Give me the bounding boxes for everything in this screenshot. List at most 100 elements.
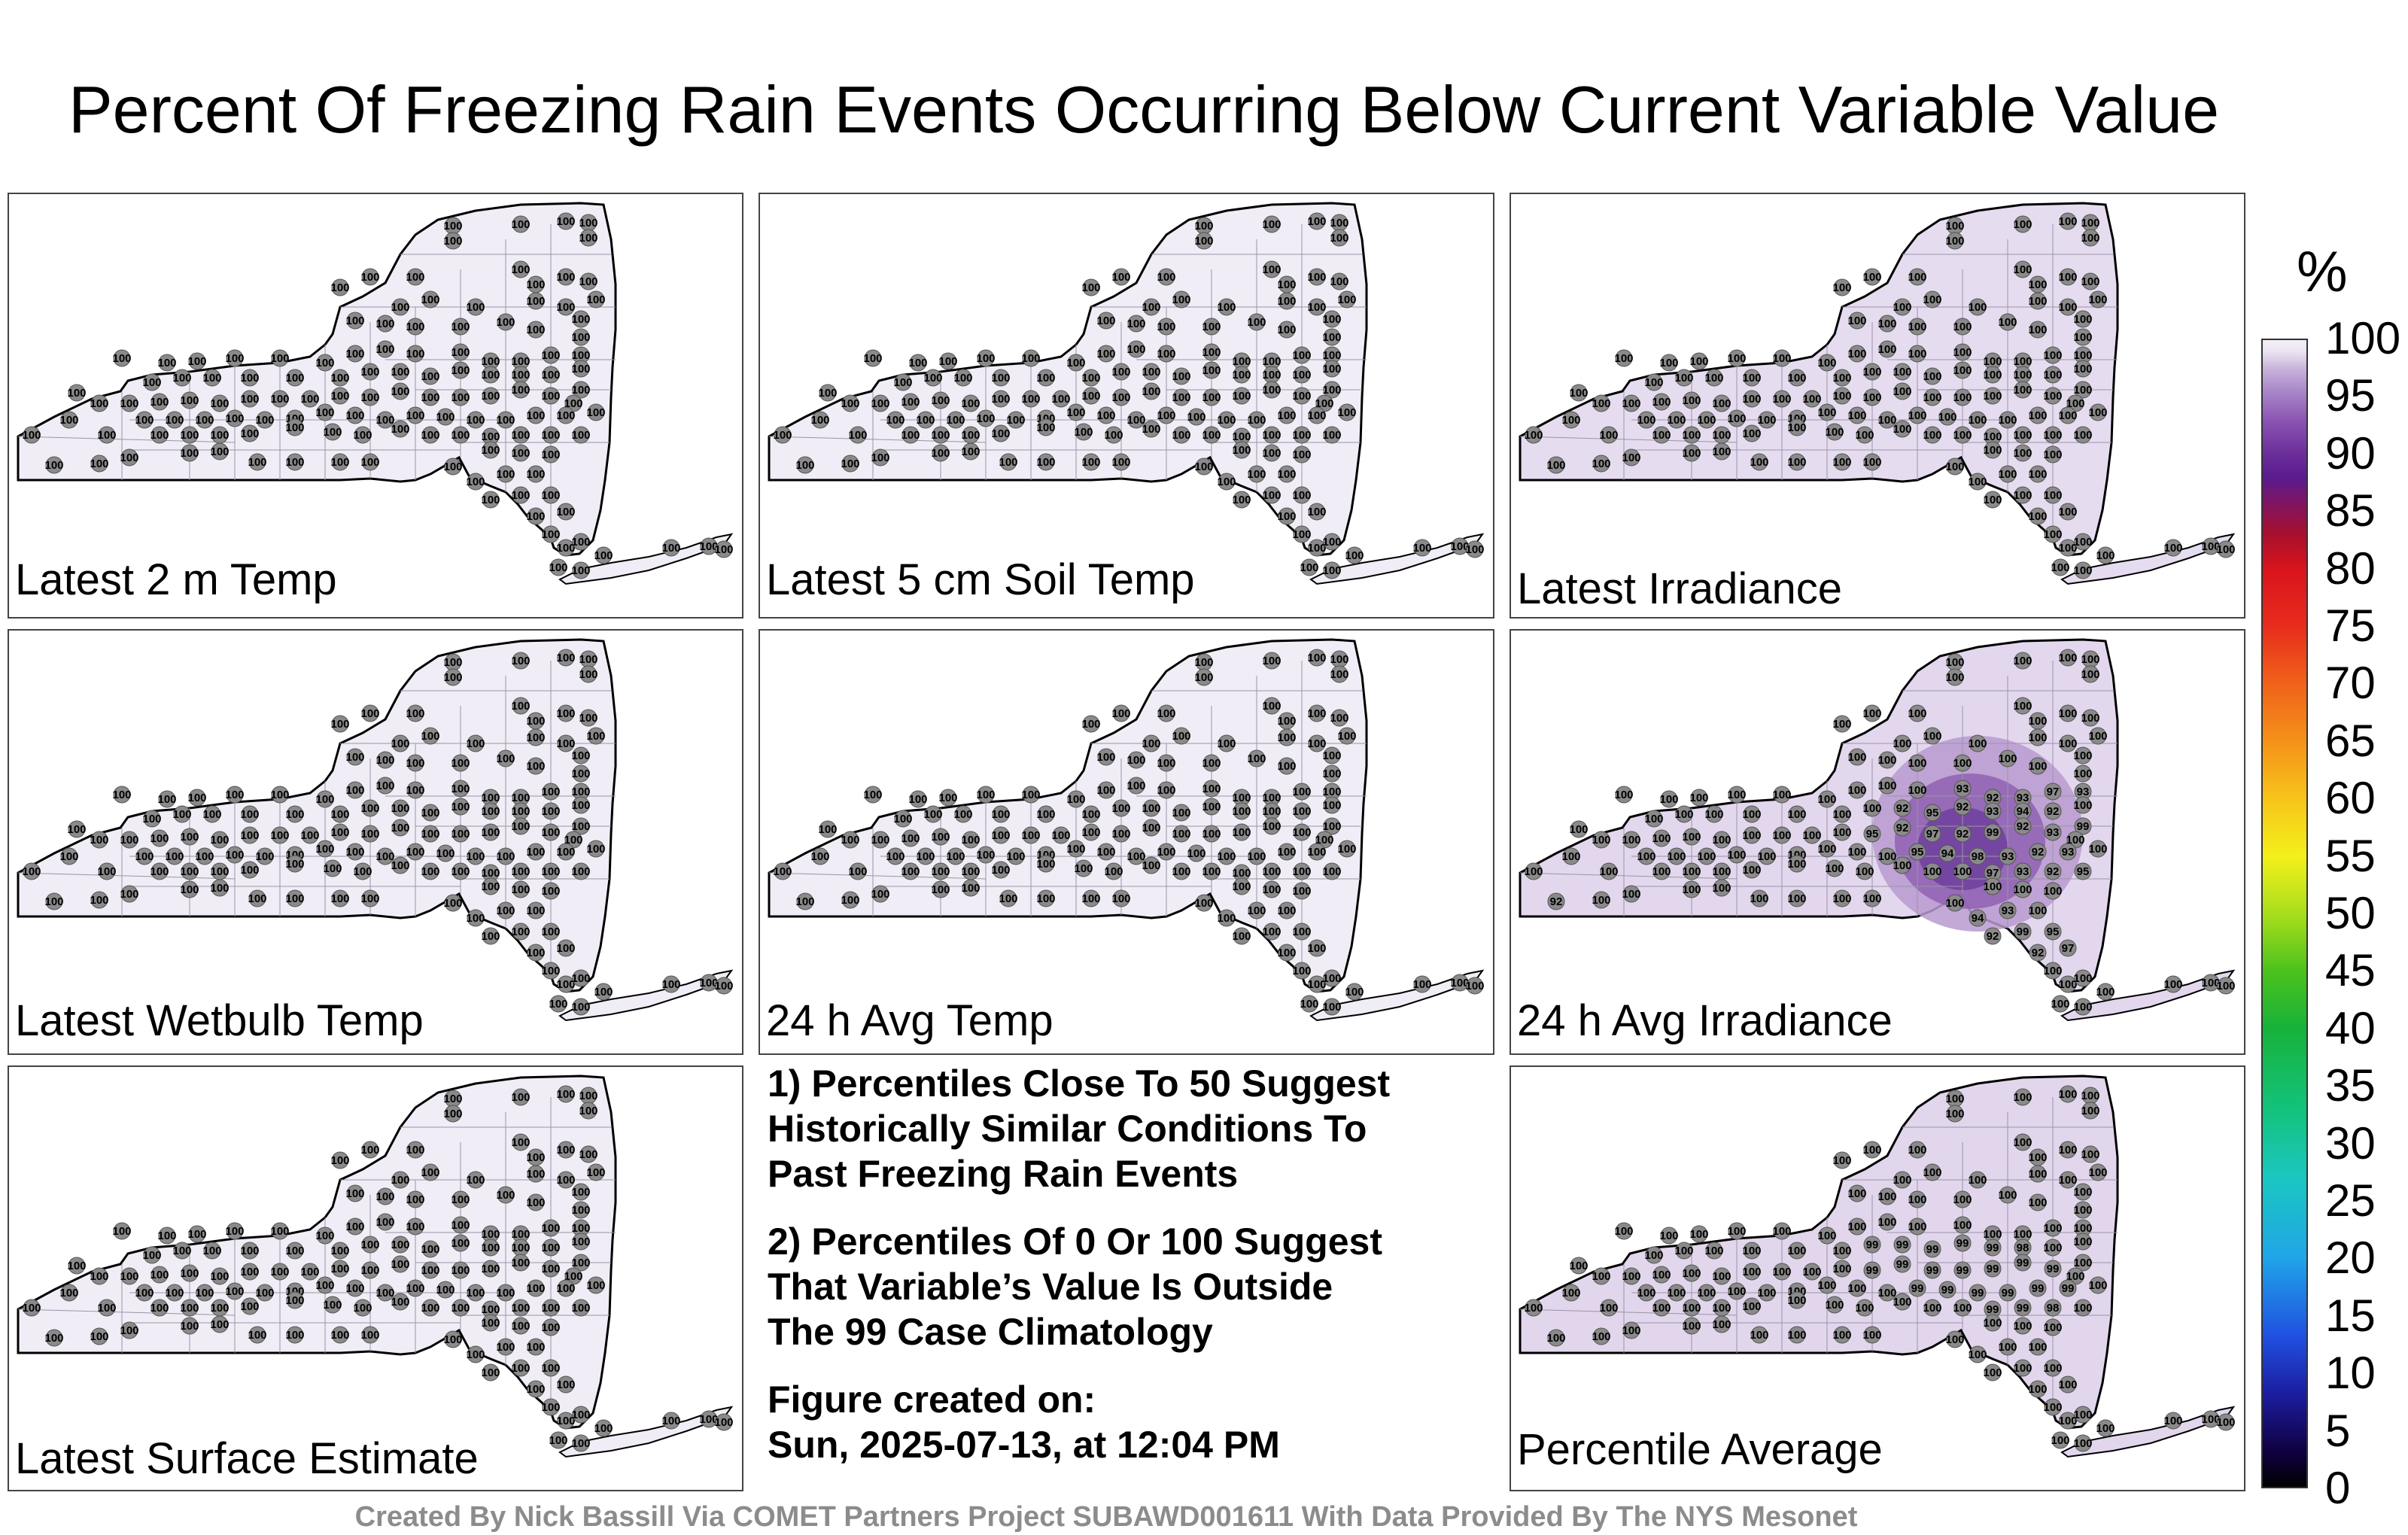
station-marker: 100	[1945, 894, 1965, 912]
station-marker: 100	[180, 828, 199, 846]
station-marker: 100	[1277, 275, 1297, 293]
station-marker: 100	[2058, 212, 2078, 230]
station-marker: 100	[406, 268, 425, 286]
station-value: 100	[2058, 542, 2077, 555]
station-marker: 100	[44, 456, 64, 474]
station-value: 100	[406, 707, 424, 720]
station-marker: 100	[1637, 847, 1656, 865]
station-value: 100	[1232, 390, 1251, 403]
station-value: 100	[481, 1263, 500, 1275]
station-marker: 100	[1945, 1090, 1965, 1108]
station-value: 100	[2043, 1362, 2062, 1375]
station-marker: 100	[1262, 817, 1282, 835]
station-marker: 100	[699, 974, 719, 992]
station-marker: 99	[1969, 1284, 1987, 1302]
colorbar-tick-label: 25	[2325, 1175, 2376, 1226]
station-value: 100	[285, 421, 304, 434]
station-marker: 99	[1938, 1281, 1956, 1299]
station-value: 100	[1172, 807, 1190, 819]
station-marker: 100	[511, 789, 531, 807]
station-value: 100	[1126, 754, 1145, 767]
station-value: 93	[1956, 783, 1969, 795]
station-marker: 100	[571, 746, 591, 764]
station-value: 100	[2073, 1437, 2092, 1450]
station-marker: 100	[1142, 363, 1161, 381]
station-value: 100	[481, 1228, 500, 1241]
station-value: 100	[360, 271, 379, 284]
station-marker: 100	[1667, 1284, 1686, 1302]
station-value: 100	[165, 414, 184, 427]
station-value: 100	[2028, 731, 2047, 744]
station-value: 93	[2017, 865, 2029, 878]
station-value: 100	[330, 1154, 349, 1167]
station-marker: 100	[1172, 727, 1191, 745]
station-marker: 100	[1689, 1225, 1709, 1243]
station-value: 100	[1232, 826, 1251, 839]
station-value: 100	[443, 1093, 462, 1105]
station-marker: 100	[871, 885, 890, 903]
station-value: 100	[1111, 707, 1130, 720]
station-value: 100	[1465, 980, 1484, 992]
station-marker: 100	[511, 444, 531, 462]
station-value: 100	[443, 460, 462, 473]
station-value: 100	[976, 352, 995, 365]
station-marker: 100	[1787, 1242, 1807, 1260]
station-marker: 100	[1689, 352, 1709, 370]
station-marker: 100	[451, 318, 470, 336]
station-value: 100	[225, 1225, 244, 1238]
station-marker: 100	[2088, 403, 2108, 421]
station-value: 100	[571, 1236, 590, 1248]
station-marker: 100	[1832, 1151, 1852, 1169]
station-marker: 100	[571, 561, 591, 579]
station-marker: 100	[1983, 387, 2002, 405]
station-marker: 100	[2043, 1359, 2063, 1377]
station-marker: 92	[1984, 789, 2002, 807]
station-value: 100	[1637, 850, 1655, 863]
station-value: 100	[1202, 429, 1221, 442]
station-marker: 100	[1465, 540, 1485, 558]
station-marker: 100	[1862, 889, 1882, 907]
station-marker: 100	[1614, 786, 1634, 804]
station-value: 100	[1546, 1332, 1565, 1345]
station-value: 100	[2028, 1168, 2047, 1181]
station-marker: 100	[795, 892, 815, 910]
station-marker: 100	[2013, 426, 2033, 444]
station-value: 100	[451, 1219, 470, 1232]
station-marker: 100	[541, 962, 561, 980]
station-value: 100	[2073, 1204, 2092, 1217]
station-marker: 100	[481, 1314, 500, 1332]
station-marker: 100	[1021, 826, 1041, 844]
station-marker: 100	[1877, 1213, 1897, 1231]
station-value: 100	[1953, 757, 1972, 770]
station-marker: 100	[594, 546, 613, 564]
station-marker: 100	[1998, 313, 2017, 331]
station-value: 100	[1832, 808, 1851, 821]
station-marker: 100	[1307, 734, 1327, 752]
station-value: 100	[1081, 808, 1100, 821]
station-value: 100	[1908, 348, 1926, 360]
station-marker: 100	[1945, 217, 1965, 235]
station-marker: 100	[1307, 843, 1327, 861]
station-marker: 100	[421, 1163, 440, 1181]
station-value: 100	[1262, 489, 1281, 502]
station-marker: 100	[195, 1284, 214, 1302]
station-marker: 100	[2028, 1338, 2048, 1356]
station-value: 100	[1998, 1341, 2017, 1354]
station-marker: 100	[406, 843, 425, 861]
station-marker: 100	[1968, 734, 1987, 752]
station-marker: 93	[2014, 862, 2032, 880]
station-value: 100	[481, 1303, 500, 1316]
station-value: 100	[345, 409, 364, 422]
station-value: 100	[120, 1270, 138, 1283]
station-value: 100	[142, 813, 161, 825]
station-value: 100	[699, 977, 718, 989]
station-value: 100	[1194, 656, 1213, 669]
station-value: 100	[2058, 1378, 2077, 1391]
station-value: 100	[661, 978, 680, 991]
station-value: 100	[375, 414, 394, 427]
station-value: 100	[1157, 409, 1175, 422]
station-marker: 100	[1659, 790, 1679, 808]
station-value: 100	[466, 301, 485, 314]
station-marker: 100	[2073, 346, 2093, 364]
station-marker: 100	[1712, 426, 1732, 444]
